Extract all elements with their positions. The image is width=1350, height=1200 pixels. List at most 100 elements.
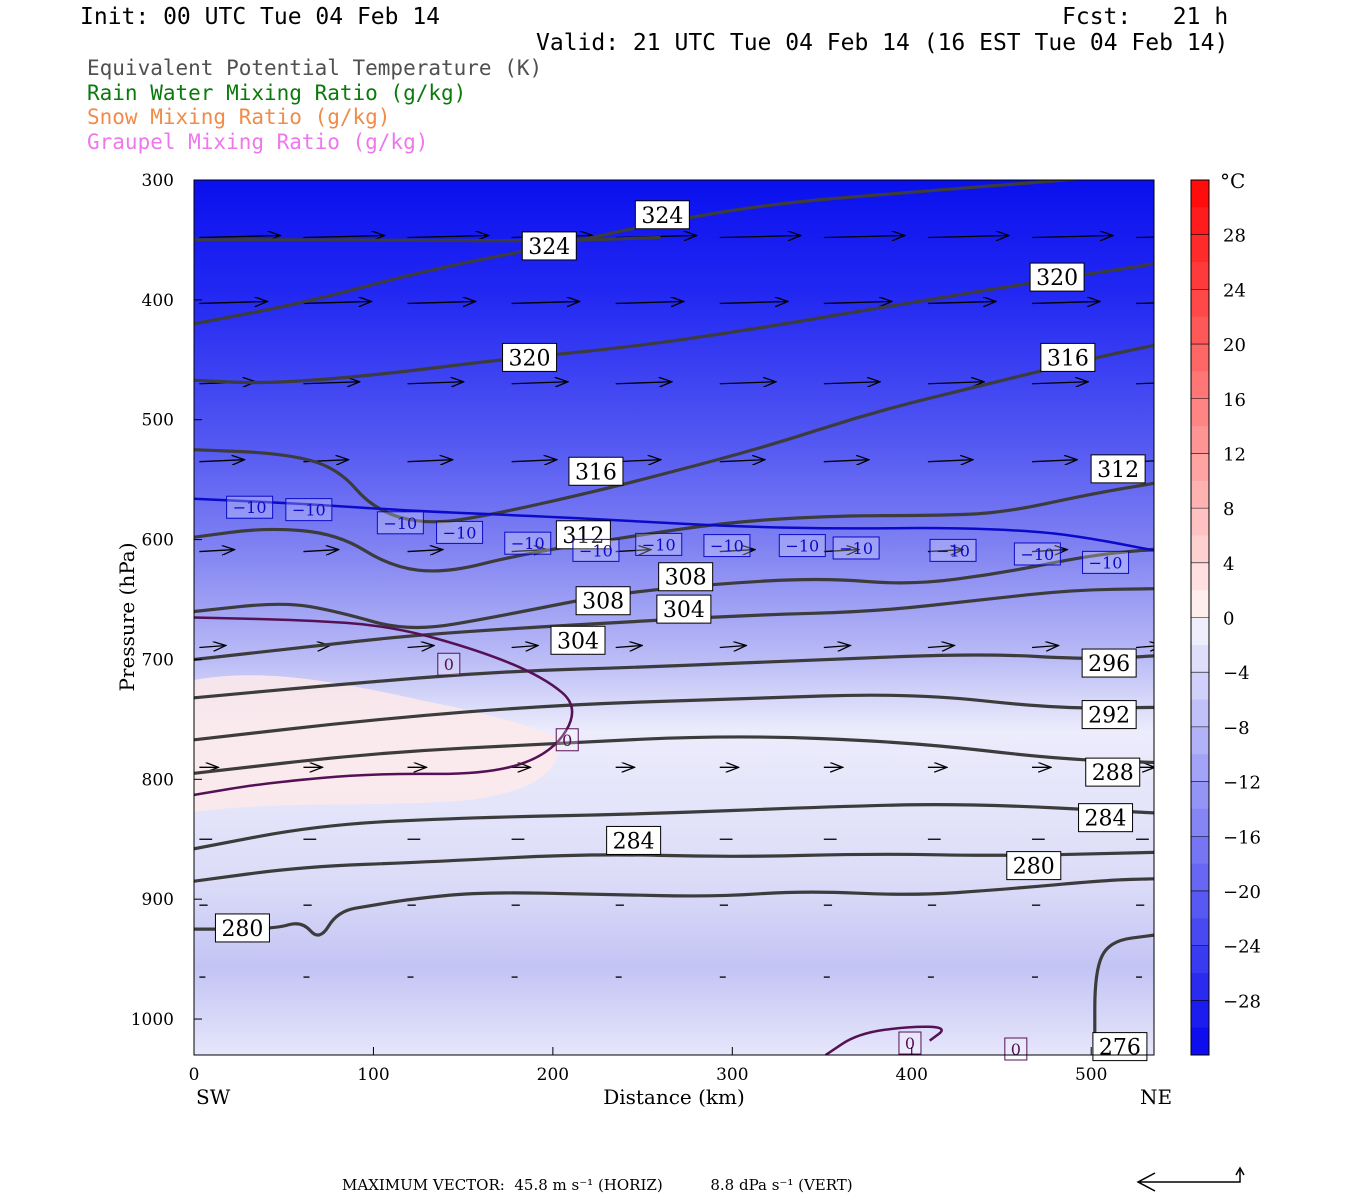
x-end-label-left: SW — [196, 1085, 231, 1109]
colorbar-swatch — [1191, 1000, 1209, 1029]
colorbar-swatch — [1191, 453, 1209, 482]
temperature-label: −10 — [642, 535, 676, 554]
wind-vector — [719, 236, 801, 238]
temperature-label: −10 — [233, 498, 267, 517]
theta-e-label: 292 — [1088, 704, 1130, 729]
wind-vector — [1031, 301, 1100, 303]
theta-e-label-box — [502, 342, 558, 372]
variable-label-theta-e: Equivalent Potential Temperature (K) — [87, 56, 543, 80]
wind-vector — [511, 645, 538, 647]
temperature-label: 0 — [1011, 1040, 1021, 1059]
wind-vector — [719, 460, 765, 462]
colorbar-tick-label: 12 — [1223, 444, 1246, 465]
theta-e-label: 312 — [562, 524, 604, 549]
wind-vector — [927, 382, 984, 384]
max-vector-label: MAXIMUM VECTOR: — [342, 1176, 505, 1194]
y-tick-label: 600 — [142, 531, 174, 551]
wind-vector — [1136, 302, 1154, 305]
x-tick-label: 200 — [537, 1065, 569, 1085]
valid-time: Valid: 21 UTC Tue 04 Feb 14 (16 EST Tue … — [536, 30, 1229, 56]
wind-vector — [199, 301, 267, 303]
wind-vector — [927, 236, 1009, 238]
forecast-hour: Fcst: 21 h — [1062, 4, 1229, 30]
temperature-label-box — [832, 536, 880, 560]
theta-e-label: 308 — [582, 590, 624, 615]
wind-vector — [1136, 645, 1154, 647]
variable-label-snow: Snow Mixing Ratio (g/kg) — [87, 105, 391, 129]
wind-vector — [303, 382, 359, 384]
theta-e-contour — [194, 262, 1154, 385]
y-tick-label: 1000 — [131, 1010, 174, 1030]
wind-vector — [719, 645, 746, 647]
temperature-label-box — [226, 495, 274, 519]
colorbar-swatch — [1191, 262, 1209, 290]
colorbar-tick-label: 16 — [1223, 390, 1246, 411]
temperature-contours — [194, 497, 1154, 1055]
temperature-label-box — [1082, 550, 1130, 574]
colorbar-swatch — [1191, 699, 1209, 728]
colorbar-swatch — [1191, 371, 1209, 400]
wind-vector — [615, 645, 642, 647]
temperature-label: −10 — [1089, 553, 1123, 572]
wind-vector — [927, 460, 973, 462]
wind-vector — [1136, 382, 1154, 385]
theta-e-label-box — [634, 200, 690, 230]
wind-vector — [199, 236, 280, 238]
colorbar-swatch — [1191, 672, 1209, 701]
max-vector-horiz: 45.8 m s⁻¹ (HORIZ) — [514, 1176, 663, 1194]
wind-vector — [407, 460, 453, 462]
theta-e-label: 280 — [221, 917, 263, 942]
temperature-label-box — [285, 498, 333, 522]
wind-vector — [199, 645, 225, 647]
temperature-label-box — [437, 652, 461, 676]
wind-vector — [1136, 236, 1154, 239]
theta-e-label: 312 — [1097, 458, 1139, 483]
temperature-label-box — [555, 728, 579, 752]
variable-label-rain: Rain Water Mixing Ratio (g/kg) — [87, 81, 467, 105]
colorbar-swatch — [1191, 207, 1209, 236]
colorbar-swatch — [1191, 426, 1209, 454]
theta-e-label: 304 — [557, 629, 599, 654]
colorbar-swatch — [1191, 836, 1209, 865]
theta-e-label: 280 — [1013, 855, 1055, 880]
wind-vector — [303, 550, 338, 552]
colorbar-tick-label: −28 — [1223, 991, 1261, 1012]
colorbar-swatch — [1191, 480, 1209, 509]
theta-e-contour — [194, 803, 1154, 851]
temperature-label: −10 — [839, 539, 873, 558]
colorbar-swatch — [1191, 316, 1209, 345]
theta-e-label-box — [214, 913, 270, 943]
reference-vector-icon — [1136, 1166, 1245, 1192]
colorbar-tick-label: 0 — [1223, 609, 1234, 630]
colorbar-swatch — [1191, 590, 1209, 618]
temperature-label: −10 — [292, 501, 326, 520]
temperature-label: 0 — [905, 1034, 915, 1053]
colorbar-tick-label: −16 — [1223, 827, 1261, 848]
wind-vector — [823, 236, 905, 238]
colorbar-tick-label: 24 — [1223, 280, 1246, 301]
theta-e-label-box — [1040, 342, 1096, 372]
theta-e-label-box — [1078, 803, 1134, 833]
theta-e-label-box — [1081, 700, 1137, 730]
temperature-label-box — [1013, 542, 1061, 566]
colorbar-swatch — [1191, 945, 1209, 974]
wind-vector — [407, 382, 464, 384]
colorbar-swatch — [1191, 344, 1209, 372]
init-time: Init: 00 UTC Tue 04 Feb 14 — [80, 4, 441, 30]
colorbar-tick-label: −8 — [1223, 718, 1250, 739]
theta-e-label: 296 — [1088, 652, 1130, 677]
temperature-label: −10 — [443, 523, 477, 542]
wind-vector — [927, 550, 963, 552]
colorbar-swatch — [1191, 808, 1209, 837]
colorbar-swatch — [1191, 508, 1209, 536]
temperature-label: −10 — [1020, 545, 1054, 564]
theta-e-label-box — [555, 520, 611, 550]
wind-vector — [199, 460, 244, 462]
y-tick-label: 300 — [142, 171, 174, 191]
colorbar-swatch — [1191, 617, 1209, 646]
colorbar-tick-label: 8 — [1223, 499, 1234, 520]
theta-e-label-box — [521, 231, 577, 261]
x-tick-label: 400 — [896, 1065, 928, 1085]
temperature-label: −10 — [511, 534, 545, 553]
x-end-label-right: NE — [1140, 1085, 1172, 1109]
